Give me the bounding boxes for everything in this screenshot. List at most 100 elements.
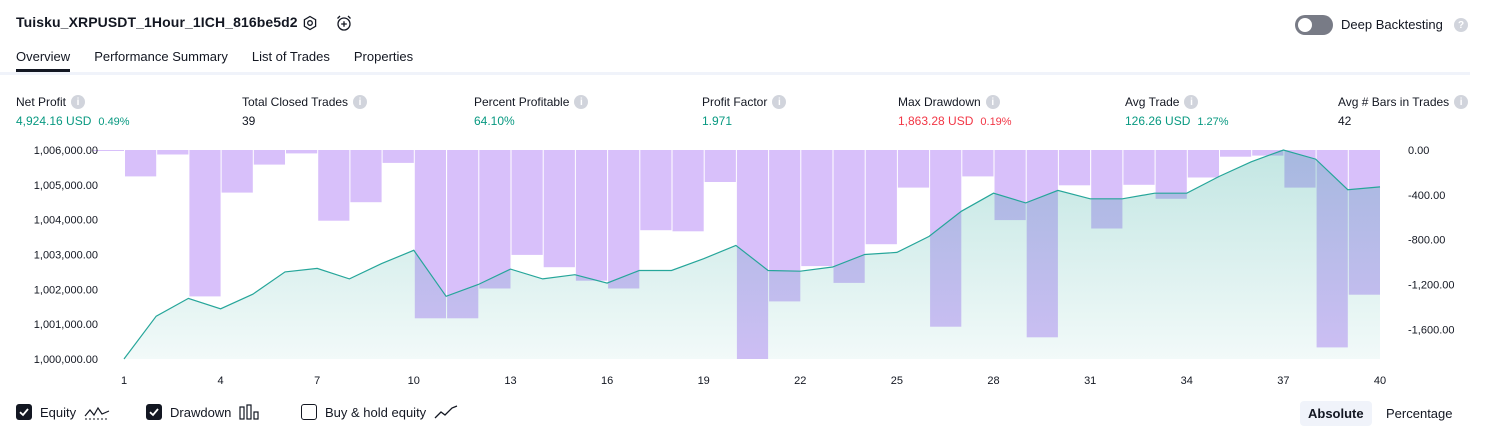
drawdown-bar (125, 150, 157, 177)
drawdown-bar (318, 150, 350, 221)
tab-list-of-trades[interactable]: List of Trades (251, 49, 330, 64)
metric-avg-bars-in-trades: Avg # Bars in Trades i 42 (1338, 95, 1469, 128)
metric-net-profit: Net Profit i 4,924.16 USD 0.49% (16, 95, 130, 128)
buy-hold-checkbox[interactable] (301, 404, 317, 420)
equity-line (123, 149, 1381, 360)
help-icon[interactable]: i (1184, 95, 1199, 109)
x-tick-label: 28 (987, 375, 999, 387)
help-icon[interactable]: i (985, 95, 1000, 109)
metric-max-drawdown: Max Drawdown i 1,863.28 USD 0.19% (898, 95, 1012, 128)
help-icon[interactable]: i (1454, 95, 1469, 109)
drawdown-tick-label: -1,200.00 (1408, 280, 1454, 292)
drawdown-bars-icon (239, 404, 260, 420)
buy-hold-line-icon (434, 405, 458, 419)
x-tick-label: 4 (218, 375, 224, 387)
drawdown-bar (962, 150, 994, 177)
x-tick-label: 25 (891, 375, 903, 387)
drawdown-bar (189, 150, 221, 297)
x-tick-label: 40 (1374, 375, 1386, 387)
legend-label: Equity (40, 404, 77, 420)
drawdown-bar (1187, 150, 1219, 178)
metric-percent: 0.49% (98, 116, 130, 128)
legend-equity[interactable]: Equity (16, 404, 110, 420)
drawdown-bar (92, 150, 124, 151)
x-tick-label: 13 (504, 375, 516, 387)
help-icon[interactable]: i (71, 95, 86, 109)
deep-backtesting-toggle[interactable] (1295, 15, 1333, 35)
legend-buy-hold[interactable]: Buy & hold equity (301, 404, 458, 420)
alarm-plus-icon[interactable] (334, 13, 354, 33)
legend-label: Buy & hold equity (325, 404, 427, 420)
help-icon[interactable]: i (353, 95, 368, 109)
tab-performance-summary[interactable]: Performance Summary (94, 49, 228, 64)
tab-overview[interactable]: Overview (16, 49, 71, 72)
help-icon[interactable]: ? (1454, 18, 1468, 32)
metric-percent: 0.19% (980, 116, 1012, 128)
drawdown-bar (511, 150, 543, 255)
drawdown-bar (608, 150, 640, 289)
metric-percent-profitable: Percent Profitable i 64.10% (474, 95, 589, 128)
drawdown-bar (1220, 150, 1252, 157)
deep-backtesting-label: Deep Backtesting (1341, 17, 1443, 32)
x-tick-label: 31 (1084, 375, 1096, 387)
drawdown-bar (672, 150, 704, 232)
metric-value: 4,924.16 USD (16, 114, 92, 128)
metric-value: 1.971 (702, 114, 733, 128)
equity-checkbox[interactable] (16, 404, 32, 420)
help-icon[interactable]: i (574, 95, 589, 109)
drawdown-tick-label: -1,600.00 (1408, 325, 1454, 337)
equity-tick-label: 1,004,000.00 (34, 215, 98, 227)
equity-drawdown-chart[interactable]: 1,006,000.00 1,005,000.00 1,004,000.00 1,00… (0, 138, 1486, 400)
x-tick-label: 7 (314, 375, 320, 387)
drawdown-checkbox[interactable] (146, 404, 162, 420)
metric-label: Avg # Bars in Trades (1338, 95, 1450, 109)
metric-percent: 1.27% (1197, 116, 1229, 128)
drawdown-bar (640, 150, 672, 231)
equity-tick-label: 1,001,000.00 (34, 319, 98, 331)
drawdown-bar (253, 150, 285, 165)
x-tick-label: 1 (121, 375, 127, 387)
equity-tick-label: 1,002,000.00 (34, 284, 98, 296)
equity-tick-label: 1,000,000.00 (34, 354, 98, 366)
drawdown-bar (221, 150, 253, 193)
metric-value: 64.10% (474, 114, 515, 128)
equity-area (124, 150, 1380, 359)
x-tick-label: 10 (408, 375, 420, 387)
metric-value: 42 (1338, 114, 1352, 128)
drawdown-tick-label: -800.00 (1408, 235, 1445, 247)
x-tick-label: 16 (601, 375, 613, 387)
equity-tick-label: 1,005,000.00 (34, 180, 98, 192)
drawdown-bar (382, 150, 414, 163)
x-tick-label: 22 (794, 375, 806, 387)
drawdown-bar (1123, 150, 1155, 185)
drawdown-bar (897, 150, 930, 188)
equity-tick-label: 1,003,000.00 (34, 250, 98, 262)
tab-properties[interactable]: Properties (353, 49, 414, 64)
legend-drawdown[interactable]: Drawdown (146, 404, 261, 420)
legend-label: Drawdown (170, 404, 232, 420)
metric-value: 1,863.28 USD (898, 114, 974, 128)
tab-divider (0, 72, 1470, 75)
metric-profit-factor: Profit Factor i 1.971 (702, 95, 787, 128)
metric-total-closed-trades: Total Closed Trades i 39 (242, 95, 368, 128)
metric-value: 39 (242, 114, 256, 128)
drawdown-bar (350, 150, 382, 203)
drawdown-tick-label: 0.00 (1408, 145, 1429, 157)
absolute-toggle-button[interactable]: Absolute (1300, 401, 1372, 426)
settings-gear-icon[interactable] (300, 13, 320, 33)
drawdown-bar (1155, 150, 1187, 199)
drawdown-bar (157, 150, 189, 155)
drawdown-bar (801, 150, 833, 267)
percentage-toggle-button[interactable]: Percentage (1386, 406, 1453, 421)
x-tick-label: 34 (1181, 375, 1193, 387)
equity-line-icon (84, 406, 110, 420)
drawdown-bar (1252, 150, 1284, 156)
drawdown-bar (865, 150, 897, 245)
x-tick-label: 19 (698, 375, 710, 387)
metric-value: 126.26 USD (1125, 114, 1191, 128)
help-icon[interactable]: i (772, 95, 787, 109)
metric-label: Avg Trade (1125, 95, 1180, 109)
x-tick-label: 37 (1277, 375, 1289, 387)
drawdown-tick-label: -400.00 (1408, 190, 1445, 202)
drawdown-bar (543, 150, 575, 268)
